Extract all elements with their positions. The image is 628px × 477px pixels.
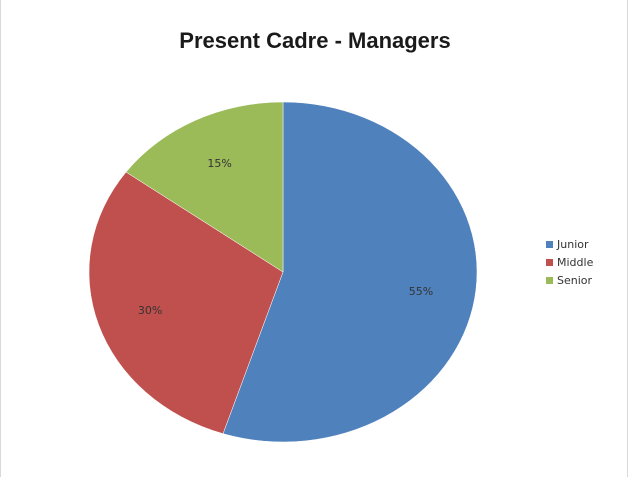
data-label-senior: 15%	[207, 157, 231, 170]
data-label-middle: 30%	[138, 304, 162, 317]
pie-slice-senior	[125, 101, 284, 273]
legend-label-middle: Middle	[557, 255, 594, 269]
legend-label-junior: Junior	[557, 237, 589, 251]
legend-swatch-junior	[546, 240, 553, 248]
legend-item-middle: Middle	[546, 254, 593, 270]
chart-title: Present Cadre - Managers	[179, 28, 451, 53]
legend-swatch-middle	[546, 258, 553, 266]
data-label-junior: 55%	[409, 285, 433, 298]
pie-slice-junior	[222, 101, 478, 443]
pie-slice-middle	[88, 171, 284, 434]
legend-label-senior: Senior	[557, 273, 593, 287]
legend-item-junior: Junior	[546, 236, 593, 252]
legend-item-senior: Senior	[546, 272, 593, 288]
legend-swatch-senior	[546, 276, 553, 284]
legend: Junior Middle Senior	[546, 236, 593, 290]
